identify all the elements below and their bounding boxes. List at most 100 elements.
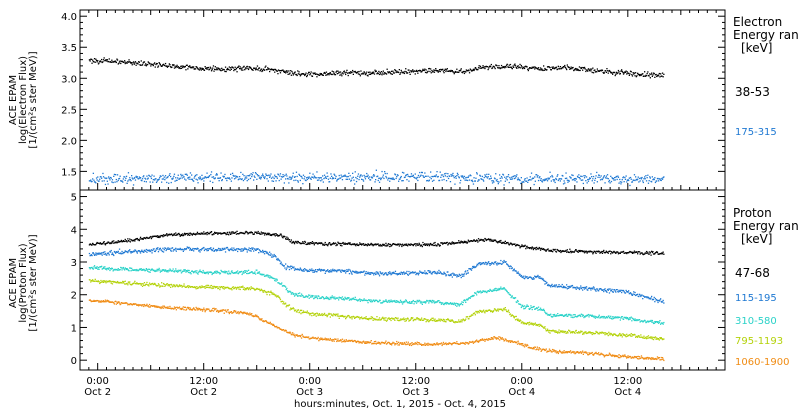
data-point <box>187 286 190 289</box>
data-point <box>157 247 159 249</box>
data-point <box>115 269 117 271</box>
data-point <box>102 241 105 244</box>
data-point <box>489 264 491 266</box>
data-point <box>234 175 236 177</box>
data-point <box>467 179 469 182</box>
data-point <box>384 300 386 302</box>
data-point <box>254 249 257 251</box>
data-point <box>97 253 99 255</box>
data-point <box>113 240 115 242</box>
data-point <box>503 287 505 289</box>
data-point <box>106 180 108 182</box>
data-point <box>484 263 486 265</box>
data-point <box>173 284 176 287</box>
data-point <box>620 317 622 319</box>
data-point <box>477 264 479 266</box>
data-point <box>410 302 412 304</box>
data-point <box>342 241 344 244</box>
data-point <box>593 316 595 319</box>
data-point <box>484 67 486 70</box>
data-point <box>316 296 318 298</box>
data-point <box>375 243 377 245</box>
data-point <box>362 180 365 182</box>
data-point <box>152 181 154 183</box>
data-point <box>364 299 367 301</box>
data-point <box>274 235 276 237</box>
data-point <box>247 272 249 275</box>
data-point <box>154 282 156 285</box>
data-point <box>175 270 177 273</box>
data-point <box>214 68 216 70</box>
data-point <box>292 175 294 177</box>
data-point <box>408 301 411 303</box>
data-point <box>298 295 300 297</box>
data-point <box>329 72 331 74</box>
data-point <box>610 317 613 319</box>
data-point <box>583 316 585 319</box>
data-point <box>582 182 584 185</box>
data-point <box>560 251 562 254</box>
data-point <box>373 244 375 246</box>
data-point <box>430 171 432 173</box>
data-point <box>500 242 503 244</box>
data-point <box>504 176 506 178</box>
data-point <box>304 176 306 178</box>
data-point <box>97 280 100 282</box>
data-point <box>187 233 190 235</box>
data-point <box>239 176 241 178</box>
data-point <box>293 269 296 271</box>
data-point <box>202 286 204 288</box>
data-point <box>653 178 655 181</box>
data-point <box>417 244 420 246</box>
data-point <box>583 315 586 318</box>
data-point <box>605 70 607 72</box>
data-point <box>565 172 567 174</box>
data-point <box>145 268 147 270</box>
data-point <box>396 273 398 275</box>
data-point <box>358 244 360 246</box>
data-point <box>399 72 402 74</box>
data-point <box>462 301 464 304</box>
data-point <box>361 178 363 180</box>
data-point <box>196 231 199 233</box>
data-point <box>546 312 548 314</box>
data-point <box>293 179 295 182</box>
data-point <box>630 293 632 295</box>
data-point <box>334 174 336 176</box>
data-point <box>289 240 291 243</box>
data-point <box>511 244 513 246</box>
data-point <box>93 61 95 63</box>
data-point <box>458 273 460 275</box>
data-point <box>325 71 328 73</box>
data-point <box>175 65 177 68</box>
data-point <box>207 271 209 273</box>
data-point <box>373 174 375 176</box>
data-point <box>98 268 100 270</box>
data-point <box>368 272 370 274</box>
data-point <box>447 70 449 72</box>
data-point <box>251 174 253 176</box>
data-point <box>584 250 586 252</box>
data-point <box>269 68 271 71</box>
data-point <box>247 269 250 271</box>
data-point <box>571 68 573 70</box>
data-point <box>195 233 197 235</box>
data-point <box>231 289 233 291</box>
data-point <box>246 231 248 233</box>
data-point <box>483 291 485 293</box>
data-point <box>299 292 301 294</box>
data-point <box>522 276 524 279</box>
data-point <box>186 285 188 288</box>
data-point <box>111 283 114 285</box>
data-point <box>306 243 308 245</box>
data-point <box>627 318 629 320</box>
data-point <box>409 272 411 274</box>
data-point <box>205 67 207 69</box>
data-point <box>305 72 307 74</box>
data-point <box>546 178 548 180</box>
data-point <box>536 307 538 309</box>
data-point <box>432 71 434 73</box>
data-point <box>615 71 618 73</box>
data-point <box>451 273 453 275</box>
data-point <box>203 231 205 233</box>
